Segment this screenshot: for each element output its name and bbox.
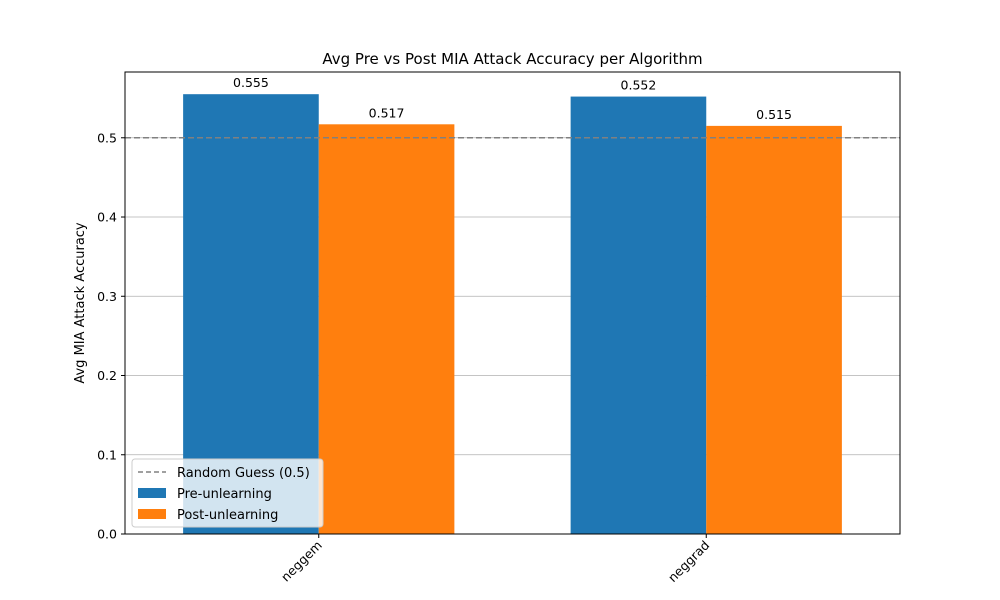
y-tick-label: 0.4 [97,210,117,225]
data-label: 0.552 [621,78,657,93]
bar-post-unlearning-neggrad [706,125,842,535]
y-axis-label: Avg MIA Attack Accuracy [73,222,88,384]
bar-post-unlearning-neggem [318,124,455,535]
y-tick-label: 0.1 [97,447,117,462]
x-tick-label: neggrad [665,538,713,586]
legend-label-post-unlearning: Post-unlearning [177,508,278,523]
legend-frame [131,458,324,528]
data-label: 0.517 [369,105,405,120]
plot-frame [124,71,901,535]
data-label: 0.555 [233,75,269,90]
y-tick-label: 0.3 [97,289,117,304]
legend: Random Guess (0.5) Pre-unlearning Post-u… [131,458,324,528]
legend-label-reference: Random Guess (0.5) [177,466,310,481]
x-tick-label: neggem [278,538,325,585]
legend-key-post-unlearning [138,509,166,519]
data-label: 0.515 [756,107,792,122]
chart-title: Avg Pre vs Post MIA Attack Accuracy per … [322,50,702,68]
bar-pre-unlearning-neggrad [570,96,707,534]
data-labels: 0.555 0.517 0.552 0.515 [233,75,792,122]
legend-key-pre-unlearning [138,488,166,498]
y-tick-label: 0.0 [97,527,117,542]
y-tick-label: 0.2 [97,368,117,383]
legend-label-pre-unlearning: Pre-unlearning [177,487,272,502]
bars [183,94,842,535]
y-tick-label: 0.5 [97,130,117,145]
